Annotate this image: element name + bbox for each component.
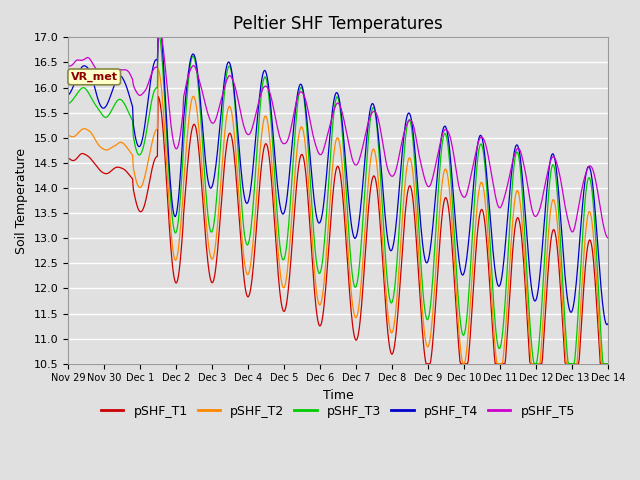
pSHF_T4 xyxy=(64,92,72,98)
pSHF_T2 xyxy=(74,131,82,136)
Line: pSHF_T3: pSHF_T3 xyxy=(68,37,608,364)
pSHF_T1 xyxy=(129,187,137,192)
pSHF_T1 xyxy=(154,94,162,99)
pSHF_T2 xyxy=(154,66,162,72)
Title: Peltier SHF Temperatures: Peltier SHF Temperatures xyxy=(233,15,443,33)
pSHF_T2 xyxy=(404,157,412,163)
pSHF_T2 xyxy=(185,116,193,122)
pSHF_T2 xyxy=(64,132,72,138)
pSHF_T1 xyxy=(185,148,193,154)
pSHF_T5 xyxy=(185,71,193,77)
pSHF_T3 xyxy=(531,361,538,367)
pSHF_T3 xyxy=(404,119,412,124)
Line: pSHF_T1: pSHF_T1 xyxy=(68,96,608,364)
pSHF_T4 xyxy=(604,321,612,327)
pSHF_T5 xyxy=(129,82,137,88)
pSHF_T2 xyxy=(604,361,612,367)
pSHF_T1 xyxy=(74,155,82,160)
Y-axis label: Soil Temperature: Soil Temperature xyxy=(15,147,28,253)
pSHF_T1 xyxy=(604,361,612,367)
pSHF_T3 xyxy=(129,133,137,139)
pSHF_T3 xyxy=(154,35,162,40)
Line: pSHF_T2: pSHF_T2 xyxy=(68,69,608,364)
pSHF_T2 xyxy=(214,223,221,228)
pSHF_T1 xyxy=(404,187,412,192)
pSHF_T3 xyxy=(185,73,193,79)
pSHF_T5 xyxy=(74,57,82,63)
pSHF_T3 xyxy=(74,90,82,96)
pSHF_T2 xyxy=(420,324,428,330)
pSHF_T1 xyxy=(214,249,221,255)
pSHF_T3 xyxy=(64,101,72,107)
Legend: pSHF_T1, pSHF_T2, pSHF_T3, pSHF_T4, pSHF_T5: pSHF_T1, pSHF_T2, pSHF_T3, pSHF_T4, pSHF… xyxy=(96,400,580,423)
pSHF_T2 xyxy=(460,361,467,367)
pSHF_T1 xyxy=(422,361,430,367)
pSHF_T3 xyxy=(420,299,428,305)
pSHF_T4 xyxy=(129,122,137,128)
X-axis label: Time: Time xyxy=(323,389,353,402)
pSHF_T5 xyxy=(154,35,162,40)
pSHF_T5 xyxy=(214,111,221,117)
Line: pSHF_T4: pSHF_T4 xyxy=(68,37,608,324)
Text: VR_met: VR_met xyxy=(71,72,118,82)
pSHF_T3 xyxy=(214,185,221,191)
pSHF_T5 xyxy=(64,63,72,69)
pSHF_T3 xyxy=(604,361,612,367)
pSHF_T4 xyxy=(420,251,428,256)
pSHF_T1 xyxy=(420,345,428,351)
Line: pSHF_T5: pSHF_T5 xyxy=(68,37,608,238)
pSHF_T2 xyxy=(129,165,137,171)
pSHF_T5 xyxy=(404,119,412,125)
pSHF_T4 xyxy=(74,72,82,78)
pSHF_T4 xyxy=(604,322,611,327)
pSHF_T4 xyxy=(154,35,162,40)
pSHF_T5 xyxy=(604,235,612,241)
pSHF_T4 xyxy=(214,149,221,155)
pSHF_T4 xyxy=(404,110,412,116)
pSHF_T1 xyxy=(64,155,72,161)
pSHF_T4 xyxy=(185,66,193,72)
pSHF_T5 xyxy=(420,173,428,179)
